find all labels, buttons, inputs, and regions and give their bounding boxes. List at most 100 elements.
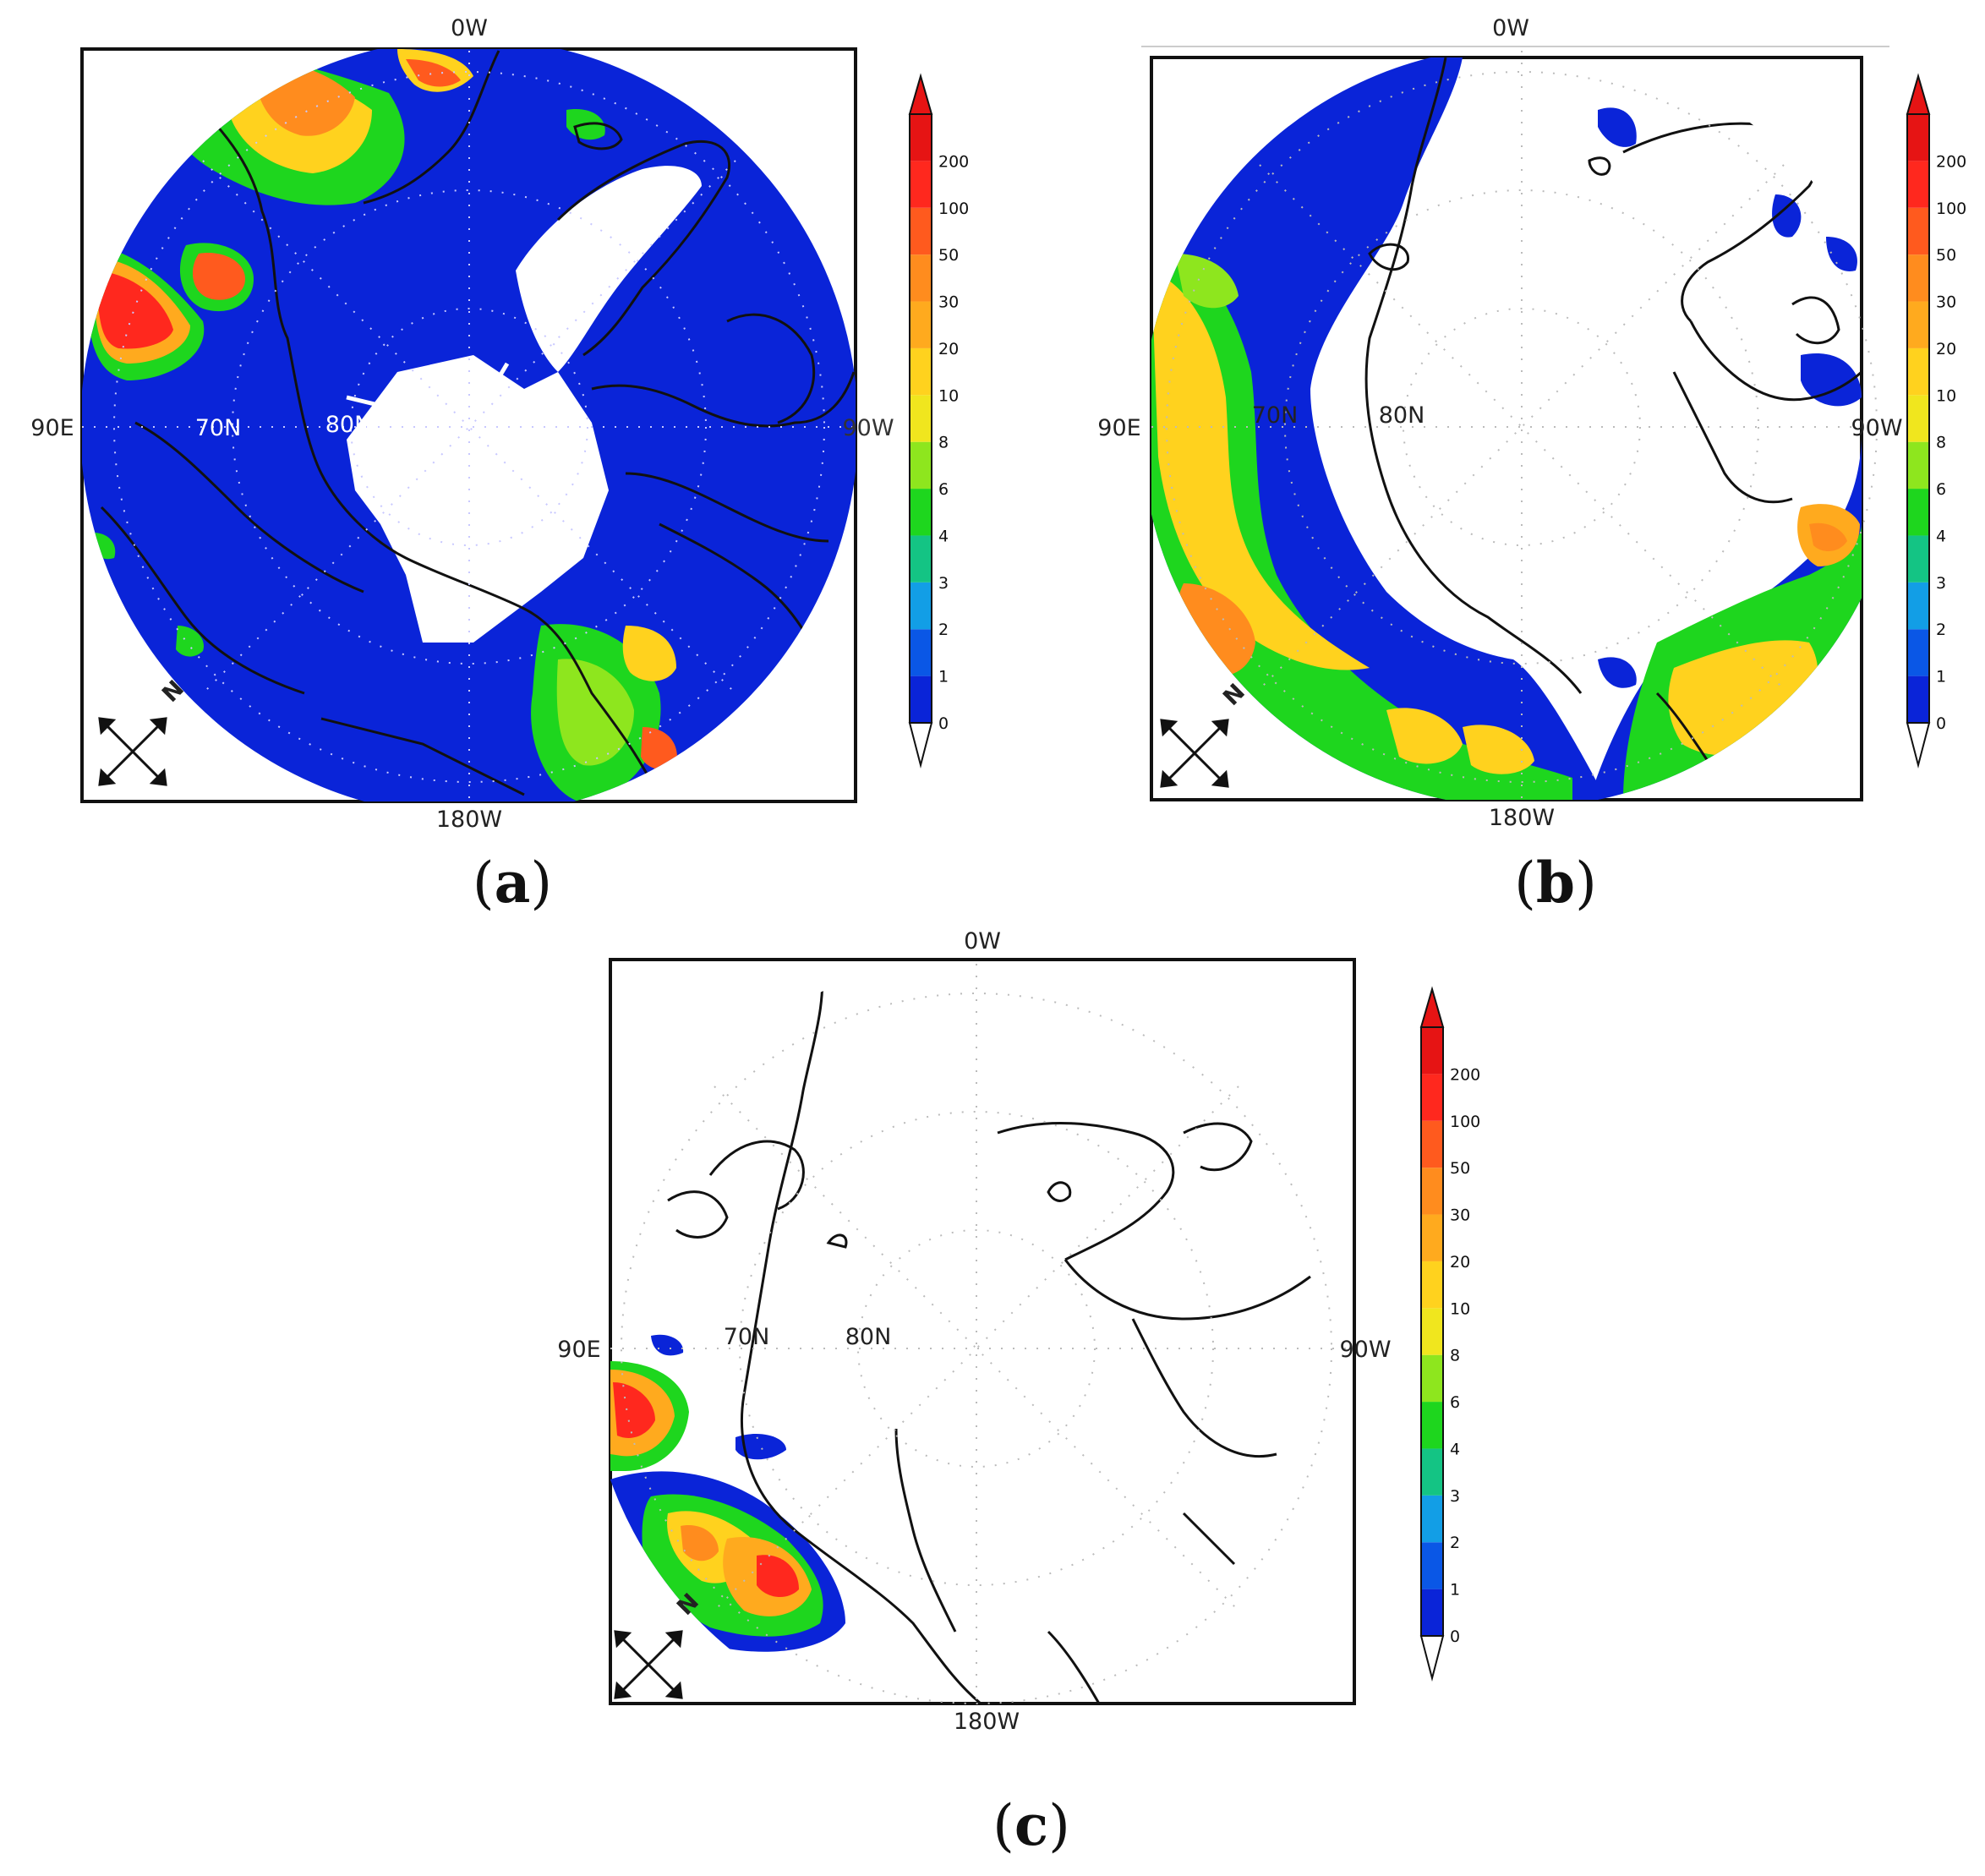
colorbar-swatch <box>910 395 932 442</box>
colorbar-swatch <box>1421 1402 1443 1449</box>
colorbar-outline <box>1906 113 1930 724</box>
label-0w: 0W <box>964 928 1001 954</box>
colorbar-swatch <box>1421 1027 1443 1075</box>
colorbar-swatch <box>1421 1074 1443 1121</box>
label-90e: 90E <box>557 1337 600 1363</box>
colorbar-tick-label: 100 <box>1936 200 1966 218</box>
colorbar-tick-label: 50 <box>938 246 959 265</box>
colorbar-tick-label: 10 <box>938 386 959 405</box>
colorbar-tick-label: 3 <box>1450 1487 1460 1506</box>
colorbar-tick-label: 8 <box>1450 1347 1460 1365</box>
colorbar-swatch <box>910 675 932 723</box>
colorbar-swatch <box>1907 535 1929 582</box>
colorbar-tick-label: 1 <box>1450 1581 1460 1600</box>
precip-blob <box>85 245 205 380</box>
colorbar-swatch <box>1421 1168 1443 1215</box>
colorbar-tick-label: 1 <box>1936 668 1946 686</box>
coastline <box>100 50 856 800</box>
graticule <box>82 51 856 803</box>
colorbar-tick-label: 20 <box>938 340 959 358</box>
colorbar-tick-label: 1 <box>938 668 949 686</box>
colorbar-tick-label: 200 <box>938 152 969 171</box>
caption-c: (c) <box>992 1792 1070 1858</box>
precip-blob <box>531 624 677 803</box>
label-70n: 70N <box>724 1324 770 1350</box>
colorbar-swatch <box>1907 114 1929 161</box>
colorbar-swatch <box>1907 347 1929 396</box>
colorbar-swatch <box>910 441 932 490</box>
colorbar-tick-label: 3 <box>1936 574 1946 593</box>
colorbar-tick-label: 2 <box>1450 1534 1460 1552</box>
colorbar-tick-label: 100 <box>1450 1113 1480 1131</box>
label-90w: 90W <box>1851 415 1902 441</box>
label-0w: 0W <box>451 15 488 41</box>
colorbar-swatch <box>910 254 932 302</box>
colorbar-swatch <box>910 207 932 255</box>
colorbar-tick-label: 6 <box>938 480 949 499</box>
colorbar-tick-label: 8 <box>1936 434 1946 452</box>
colorbar-outline <box>909 113 932 724</box>
map-panel-c: 0W 180W 90E 90W 70N 80N N <box>557 928 1391 1735</box>
colorbar-tick-label: 4 <box>1450 1440 1460 1458</box>
label-80n: 80N <box>325 412 372 438</box>
colorbar-tick-label: 50 <box>1936 246 1956 265</box>
label-90w: 90W <box>1339 1337 1391 1363</box>
colorbar-labels: 0 1 2 3 4 6 8 10 20 30 50 100 200 <box>1450 1065 1480 1646</box>
label-0w: 0W <box>1492 15 1529 41</box>
coastline <box>667 960 1311 1705</box>
colorbar-tick-label: 200 <box>1936 152 1966 171</box>
colorbar-swatch <box>1421 1589 1443 1636</box>
label-80n: 80N <box>845 1324 892 1350</box>
colorbar-tick-label: 2 <box>1936 621 1946 639</box>
colorbar-labels: 0 1 2 3 4 6 8 10 20 30 50 100 200 <box>938 152 969 733</box>
colorbar-c: 0 1 2 3 4 6 8 10 20 30 50 100 200 <box>1419 986 1480 1682</box>
colorbar-tick-label: 30 <box>1936 293 1956 312</box>
colorbar-tick-label: 8 <box>938 434 949 452</box>
colorbar-labels: 0 1 2 3 4 6 8 10 20 30 50 100 200 <box>1936 152 1966 733</box>
colorbar-tick-label: 30 <box>1450 1206 1470 1225</box>
colorbar-tick-label: 100 <box>938 200 969 218</box>
caption-letter: a <box>494 850 531 916</box>
colorbar-max-arrow <box>908 73 933 115</box>
colorbar-tick-label: 20 <box>1450 1253 1470 1272</box>
colorbar-swatches <box>908 73 933 768</box>
colorbar-swatch <box>1907 301 1929 348</box>
label-90e: 90E <box>30 415 74 441</box>
colorbar-tick-label: 50 <box>1450 1159 1470 1178</box>
colorbar-tick-label: 0 <box>938 714 949 733</box>
colorbar-tick-label: 200 <box>1450 1065 1480 1084</box>
colorbar-swatch <box>910 301 932 348</box>
coastline <box>1364 57 1863 762</box>
caption-letter: c <box>1014 1792 1049 1858</box>
colorbar-min-arrow <box>908 722 933 768</box>
colorbar-swatch <box>1907 161 1929 208</box>
colorbar-swatch <box>1421 1308 1443 1355</box>
colorbar-swatch <box>910 489 932 536</box>
colorbar-swatch <box>1907 441 1929 490</box>
colorbar-tick-label: 4 <box>938 527 949 545</box>
colorbar-max-arrow <box>1906 73 1931 115</box>
colorbar-tick-label: 6 <box>1936 480 1946 499</box>
colorbar-swatch <box>910 161 932 208</box>
colorbar-min-arrow <box>1419 1635 1445 1682</box>
colorbar-swatches <box>1419 986 1445 1682</box>
colorbar-min-arrow <box>1906 722 1931 768</box>
colorbar-swatch <box>910 582 932 630</box>
precip-blob <box>179 243 254 312</box>
colorbar-swatch <box>1421 1448 1443 1496</box>
colorbar-tick-label: 0 <box>1450 1627 1460 1646</box>
colorbar-tick-label: 0 <box>1936 714 1946 733</box>
colorbar-swatch <box>910 629 932 676</box>
precip-blob <box>1598 107 1862 688</box>
colorbar-swatch <box>1907 207 1929 255</box>
colorbar-b: 0 1 2 3 4 6 8 10 20 30 50 100 200 <box>1906 73 1966 768</box>
colorbar-swatch <box>910 535 932 582</box>
caption-a: (a) <box>472 850 553 916</box>
colorbar-swatch <box>1907 489 1929 536</box>
north-arrow-icon <box>614 1630 683 1699</box>
colorbar-swatch <box>1907 675 1929 723</box>
colorbar-a: 0 1 2 3 4 6 8 10 20 30 50 100 200 <box>908 73 969 768</box>
colorbar-swatch <box>1907 629 1929 676</box>
north-arrow-icon <box>98 717 167 786</box>
graticule <box>1151 51 1878 803</box>
